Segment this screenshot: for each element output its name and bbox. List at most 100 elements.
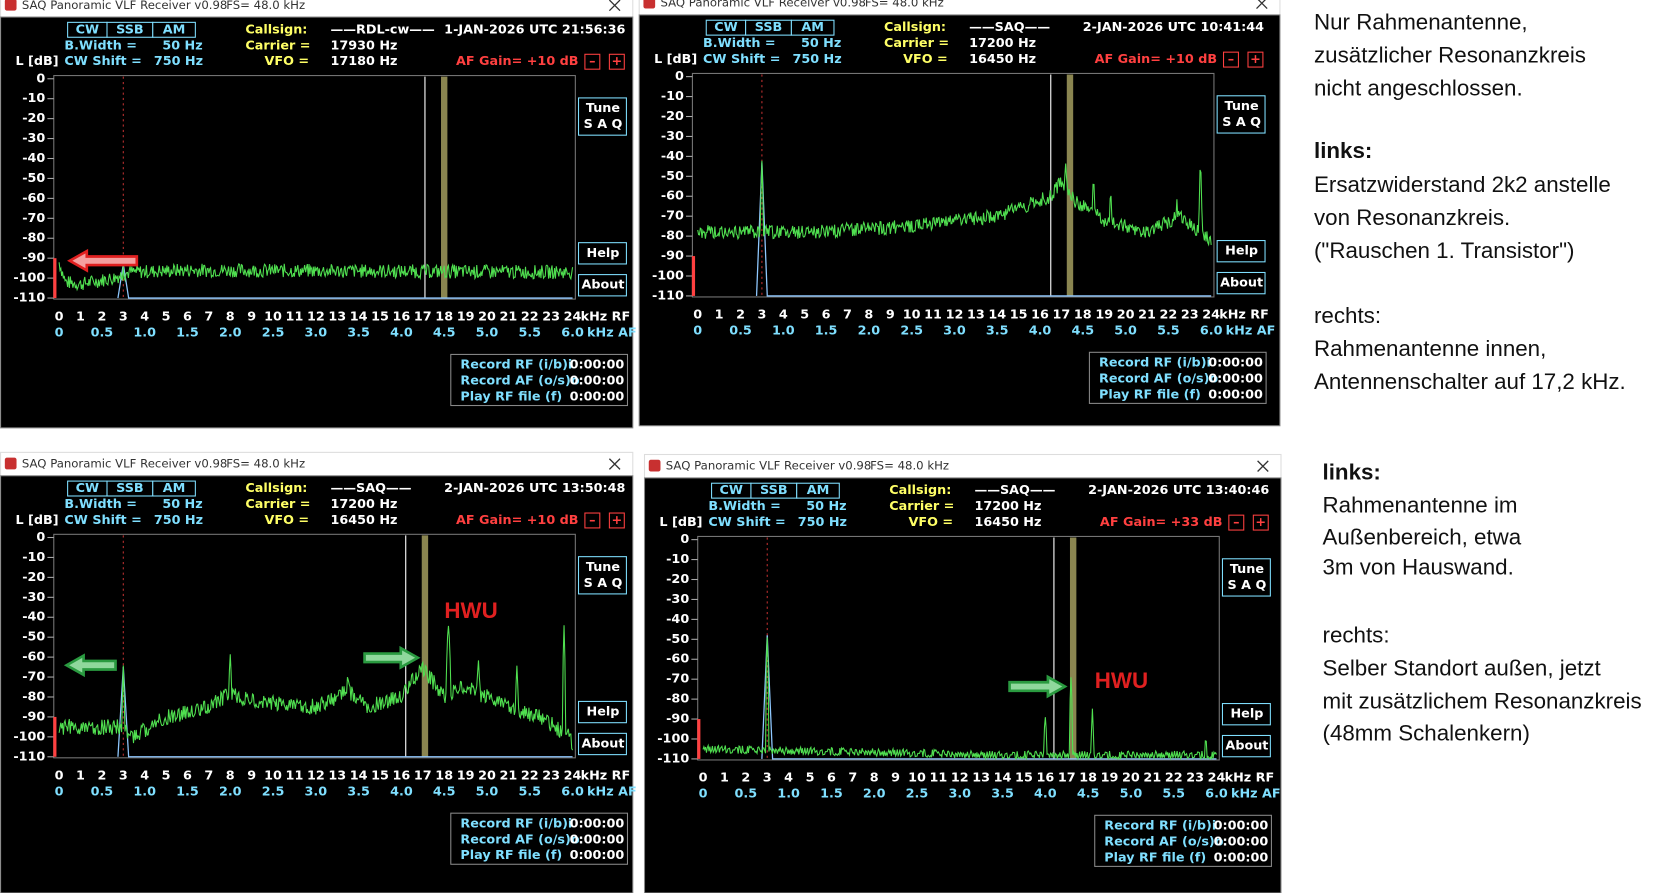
plot-frame: [697, 535, 1220, 761]
about-button[interactable]: [577, 274, 627, 297]
rf-tick-label: 23: [1186, 771, 1204, 786]
mode-label: CW: [76, 22, 99, 37]
help-button[interactable]: [1221, 703, 1271, 726]
gain-up-button[interactable]: [608, 512, 625, 529]
rf-tick-label: 11: [286, 768, 304, 783]
rf-tick-label: 24: [564, 768, 582, 783]
y-tick-label: -40: [22, 610, 45, 625]
app-icon: [648, 459, 661, 472]
rf-tick-label: 14: [350, 310, 368, 325]
y-tick-label: -30: [22, 590, 45, 605]
carrier-label: Carrier =: [884, 36, 949, 51]
rf-tick-label: 13: [328, 768, 346, 783]
af-tick-label: 5.0: [1120, 787, 1143, 802]
rf-tick-label: 8: [226, 768, 235, 783]
help-button[interactable]: [577, 700, 627, 724]
rf-tick-label: 20: [478, 310, 496, 325]
callsign-value: ——RDL-cw——: [331, 22, 436, 37]
y-tick-label: -20: [22, 111, 45, 126]
y-tick-label: 0: [675, 69, 684, 84]
af-tick-label: 0.5: [91, 784, 114, 799]
rf-tick-label: 5: [162, 310, 171, 325]
rf-tick-label: 14: [994, 771, 1012, 786]
y-tick-label: -110: [13, 291, 45, 306]
tune-button[interactable]: [577, 556, 627, 595]
gain-down-button[interactable]: [584, 53, 601, 70]
note-line: Selber Standort außen, jetzt: [1323, 655, 1602, 680]
level-label: L [dB]: [15, 54, 58, 69]
rf-tick-label: 17: [1058, 771, 1076, 786]
record-box: [450, 353, 629, 407]
af-tick-label: 4.0: [390, 326, 413, 341]
bandwidth-label: B.Width =: [708, 499, 781, 514]
mode-button: [796, 482, 840, 499]
y-tick-label: -110: [652, 288, 684, 303]
af-tick-label: 4.5: [433, 784, 456, 799]
window-title: SAQ Panoramic VLF Receiver v0.98: [22, 0, 227, 12]
y-tick-label: -10: [22, 91, 45, 106]
app-icon: [4, 457, 17, 470]
rf-tick-label: 2: [97, 768, 106, 783]
callsign-label: Callsign:: [245, 22, 307, 37]
tune-button[interactable]: [577, 97, 627, 136]
rf-tick-label: 1: [76, 768, 85, 783]
rf-tick-label: 12: [951, 771, 969, 786]
af-tick-label: 2.0: [219, 326, 242, 341]
rf-tick-label: 22: [521, 768, 539, 783]
vfo-value: 16450 Hz: [969, 52, 1036, 67]
rf-tick-label: 17: [414, 768, 432, 783]
tune-label: Tune: [1230, 562, 1264, 577]
gain-down-button[interactable]: [1222, 51, 1239, 68]
y-tick-label: -90: [661, 249, 684, 264]
datetime: 2-JAN-2026 UTC 13:40:46: [1088, 483, 1269, 498]
help-button[interactable]: [1216, 240, 1266, 263]
shift-value: 750 Hz: [154, 513, 203, 528]
y-tick-label: -30: [22, 131, 45, 146]
callsign-label: Callsign:: [245, 481, 307, 496]
annotation-arrow: [63, 653, 117, 678]
gain-down-button[interactable]: [1228, 514, 1245, 531]
mode-label: AM: [163, 22, 186, 37]
note-line: Rahmenantenne im: [1323, 493, 1518, 518]
gain-up-button[interactable]: [608, 53, 625, 70]
mode-label: CW: [720, 483, 743, 498]
mode-label: SSB: [116, 22, 144, 37]
rf-tick-label: 24: [564, 310, 582, 325]
rf-tick-label: 6: [822, 308, 831, 323]
y-tick-label: -40: [661, 149, 684, 164]
note-line: Außenbereich, etwa: [1323, 524, 1522, 549]
bandwidth-label: B.Width =: [64, 497, 137, 512]
tune-button[interactable]: [1216, 95, 1266, 134]
y-tick-label: -70: [666, 672, 689, 687]
callsign-value: ——SAQ——: [331, 481, 412, 496]
rf-tick-label: 11: [924, 308, 942, 323]
note-line: nicht angeschlossen.: [1314, 75, 1523, 100]
y-tick-label: -50: [22, 171, 45, 186]
y-tick-label: -20: [661, 109, 684, 124]
rf-tick-label: 4: [140, 768, 149, 783]
rf-tick-label: 5: [162, 768, 171, 783]
carrier-label: Carrier =: [889, 499, 954, 514]
callsign-value: ——SAQ——: [974, 483, 1055, 498]
y-tick-label: -40: [22, 151, 45, 166]
af-tick-label: 6.0: [561, 784, 584, 799]
app-icon: [4, 0, 17, 11]
gain-down-button[interactable]: [584, 512, 601, 529]
tune-button[interactable]: [1221, 558, 1271, 597]
rf-tick-label: 23: [542, 310, 560, 325]
af-tick-label: 5.0: [476, 784, 499, 799]
about-button[interactable]: [577, 732, 627, 756]
af-tick-label: 5.5: [1162, 787, 1185, 802]
record-box: [450, 812, 629, 865]
gain-up-button[interactable]: [1247, 51, 1264, 68]
shift-value: 750 Hz: [792, 52, 841, 67]
mode-label: AM: [163, 481, 186, 496]
about-button[interactable]: [1216, 271, 1266, 295]
af-tick-label: 0: [699, 787, 708, 802]
about-button[interactable]: [1221, 734, 1271, 758]
carrier-marker: [441, 76, 448, 299]
gain-up-button[interactable]: [1252, 514, 1269, 531]
help-button[interactable]: [577, 242, 627, 265]
datetime: 2-JAN-2026 UTC 10:41:44: [1083, 20, 1264, 35]
